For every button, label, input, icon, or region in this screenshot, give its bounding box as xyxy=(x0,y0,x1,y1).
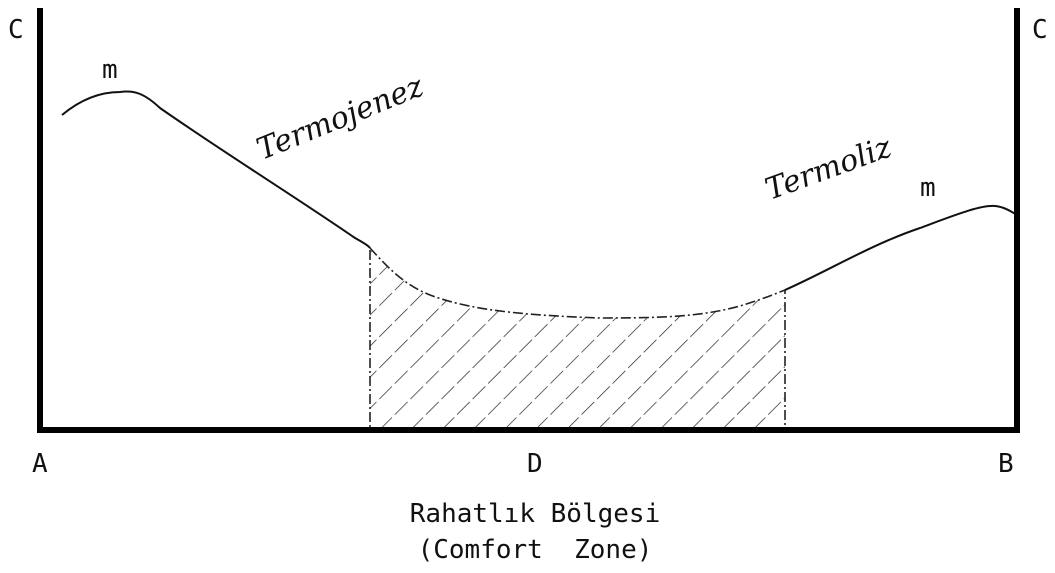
caption: Rahatlık Bölgesi xyxy=(410,499,660,529)
comfort-outline xyxy=(369,247,786,428)
peak-label: m xyxy=(920,173,936,203)
corner-label: B xyxy=(998,449,1014,479)
corner-label: A xyxy=(32,449,48,479)
corner-label: C xyxy=(8,15,24,45)
comfort-hatch xyxy=(370,248,785,428)
peak-label: m xyxy=(102,55,118,85)
corner-label: D xyxy=(527,449,543,479)
corner-label: C xyxy=(1032,15,1048,45)
curve xyxy=(61,90,1018,291)
region-label: Termoliz xyxy=(761,130,897,208)
caption: (Comfort Zone) xyxy=(418,535,653,565)
region-label: Termojenez xyxy=(252,69,429,168)
